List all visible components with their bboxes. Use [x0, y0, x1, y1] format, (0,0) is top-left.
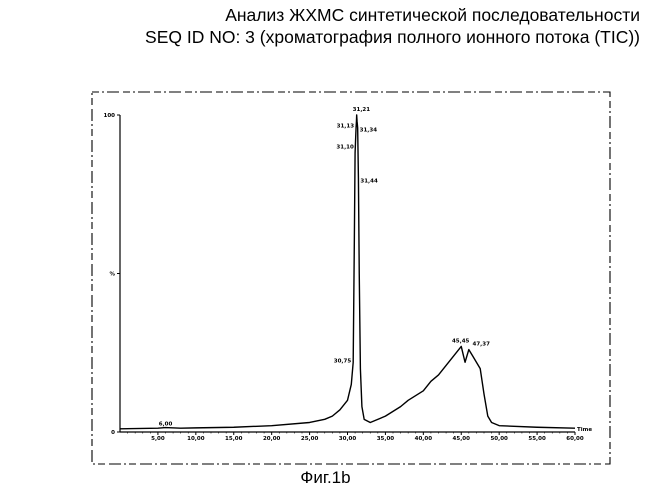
- tic-series-line: [119, 114, 576, 430]
- x-tick-label: 25,00: [301, 436, 319, 442]
- peak-label: 31,10: [336, 145, 354, 151]
- y-tick-label: 0: [111, 430, 115, 436]
- chart-frame: [91, 91, 611, 465]
- x-tick-label: 60,00: [566, 436, 584, 442]
- peak-label: 31,21: [353, 107, 371, 113]
- x-tick-label: 40,00: [415, 436, 433, 442]
- peak-label: 31,13: [337, 124, 355, 130]
- x-tick-label: 30,00: [339, 436, 357, 442]
- peak-label: 31,44: [360, 178, 378, 184]
- peak-label: 30,75: [334, 358, 352, 364]
- x-tick-label: 10,00: [187, 436, 205, 442]
- peak-label: 47,37: [473, 342, 491, 348]
- peak-label: 6,00: [159, 422, 173, 428]
- x-unit-label: Time: [577, 427, 592, 433]
- tic-trace-group: [119, 114, 576, 430]
- x-tick-label: 20,00: [263, 436, 281, 442]
- figure-title: Анализ ЖХМС синтетической последовательн…: [0, 4, 640, 48]
- x-tick-label: 50,00: [490, 436, 508, 442]
- title-line-2: SEQ ID NO: 3 (хроматография полного ионн…: [145, 27, 640, 47]
- figure-caption: Фиг.1b: [300, 468, 351, 487]
- title-line-1: Анализ ЖХМС синтетической последовательн…: [225, 5, 640, 25]
- axes: 100% 0 5,00 10,00 15,00 20,00 25,00 30,00 35,00 4…: [104, 113, 593, 442]
- y-tick-label: %: [109, 272, 115, 278]
- x-tick-label: 45,00: [453, 436, 471, 442]
- y-tick-label: 100: [104, 113, 116, 119]
- x-tick-label: 15,00: [225, 436, 243, 442]
- peak-label: 45,45: [452, 338, 470, 344]
- peak-label: 31,34: [360, 128, 378, 134]
- x-tick-label: 55,00: [528, 436, 546, 442]
- x-tick-label: 35,00: [377, 436, 395, 442]
- peak-labels-group: 31,21 31,13 31,34 31,10 31,44 30,75 45,4547,37…: [159, 107, 490, 428]
- x-tick-label: 5,00: [151, 436, 165, 442]
